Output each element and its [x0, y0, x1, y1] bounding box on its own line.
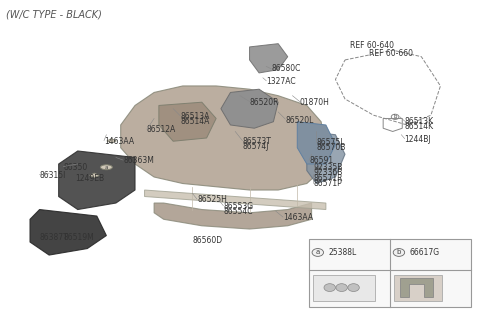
- Polygon shape: [107, 139, 116, 143]
- Text: 92335B: 92335B: [314, 163, 343, 172]
- Text: 66617G: 66617G: [409, 248, 440, 257]
- Text: 86315I: 86315I: [39, 171, 66, 180]
- Polygon shape: [144, 190, 326, 210]
- Text: 86519M: 86519M: [63, 233, 94, 242]
- Text: b: b: [397, 250, 401, 256]
- Text: 25388L: 25388L: [328, 248, 357, 257]
- Text: 86514A: 86514A: [180, 117, 210, 126]
- Circle shape: [312, 249, 324, 256]
- Polygon shape: [297, 122, 336, 164]
- Polygon shape: [250, 44, 288, 73]
- Text: 86525H: 86525H: [197, 195, 227, 204]
- Circle shape: [336, 284, 348, 292]
- Polygon shape: [59, 151, 135, 210]
- Circle shape: [348, 284, 360, 292]
- Polygon shape: [307, 132, 345, 183]
- Text: 1249EB: 1249EB: [75, 174, 105, 183]
- Polygon shape: [120, 86, 326, 190]
- Text: 86560D: 86560D: [192, 236, 222, 245]
- Text: 1463AA: 1463AA: [104, 137, 134, 146]
- Text: 86575L: 86575L: [316, 138, 345, 147]
- Text: REF 60-640: REF 60-640: [350, 41, 394, 50]
- Text: 86520L: 86520L: [285, 115, 314, 125]
- Text: 86571P: 86571P: [313, 179, 342, 188]
- Text: 1244BJ: 1244BJ: [405, 135, 431, 144]
- Text: 86574J: 86574J: [242, 142, 269, 151]
- Polygon shape: [400, 278, 433, 297]
- Text: 86573T: 86573T: [242, 137, 271, 146]
- Text: 86554C: 86554C: [223, 207, 253, 215]
- Text: 86570B: 86570B: [316, 143, 346, 152]
- Text: 86514K: 86514K: [405, 122, 434, 131]
- Text: 1327AC: 1327AC: [266, 76, 296, 86]
- Text: 86553G: 86553G: [223, 202, 253, 211]
- Polygon shape: [221, 89, 278, 128]
- Text: 86520R: 86520R: [250, 98, 279, 107]
- Text: 86513K: 86513K: [405, 117, 434, 126]
- Text: 86571R: 86571R: [313, 174, 343, 183]
- Polygon shape: [30, 210, 107, 255]
- Text: 86591: 86591: [309, 156, 333, 165]
- Text: a: a: [105, 165, 108, 170]
- Polygon shape: [159, 102, 216, 141]
- Text: 86350: 86350: [63, 163, 88, 172]
- Text: 01870H: 01870H: [300, 98, 330, 107]
- Circle shape: [393, 249, 405, 256]
- Text: 86363M: 86363M: [123, 156, 154, 165]
- Text: 86513A: 86513A: [180, 113, 210, 121]
- Text: a: a: [316, 250, 320, 256]
- Polygon shape: [90, 173, 99, 178]
- Circle shape: [324, 284, 336, 292]
- Text: 92336B: 92336B: [314, 168, 343, 177]
- Text: 86387T: 86387T: [39, 233, 68, 242]
- Text: 86512A: 86512A: [147, 125, 176, 134]
- Text: REF 60-660: REF 60-660: [369, 49, 413, 58]
- Text: 86580C: 86580C: [271, 64, 300, 72]
- FancyBboxPatch shape: [313, 275, 375, 300]
- FancyBboxPatch shape: [394, 275, 442, 300]
- Polygon shape: [154, 203, 312, 229]
- FancyBboxPatch shape: [309, 239, 471, 307]
- Ellipse shape: [100, 165, 112, 170]
- Text: 1463AA: 1463AA: [283, 213, 313, 222]
- Text: (W/C TYPE - BLACK): (W/C TYPE - BLACK): [6, 10, 102, 20]
- Text: b: b: [393, 114, 397, 119]
